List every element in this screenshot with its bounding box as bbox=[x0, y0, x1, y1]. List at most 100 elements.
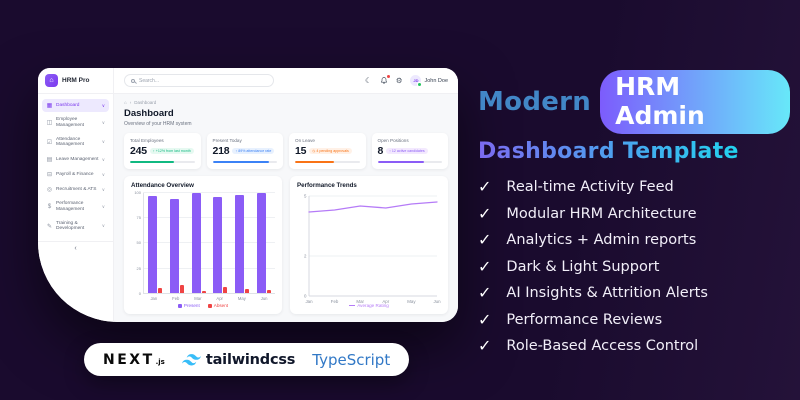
tailwind-label: tailwindcss bbox=[205, 351, 296, 368]
search-box[interactable] bbox=[124, 74, 274, 87]
sidebar-item-label: Payroll & Finance bbox=[56, 171, 94, 177]
tailwind-icon bbox=[181, 353, 201, 365]
sidebar-item-training-development[interactable]: ✎ Training & Development ∨ bbox=[42, 218, 109, 236]
stat-value: 15 bbox=[295, 144, 307, 157]
charts-row: Attendance Overview 0 25 50 75 100 Jan Feb Mar… bbox=[124, 175, 448, 314]
dollar-icon: $ bbox=[47, 203, 52, 210]
wallet-icon: ⊟ bbox=[46, 172, 53, 178]
nextjs-logo: NEXT .js bbox=[103, 352, 165, 368]
chart-title: Attendance Overview bbox=[131, 181, 194, 189]
check-icon: ✓ bbox=[478, 336, 492, 355]
page-subtitle: Overview of your HRM system bbox=[124, 120, 192, 127]
sidebar-item-label: Dashboard bbox=[56, 102, 80, 108]
sidebar-item-label: Training & Development bbox=[56, 220, 85, 232]
feature-item: ✓ Role-Based Access Control bbox=[478, 336, 790, 355]
feature-label: Role-Based Access Control bbox=[506, 338, 699, 354]
stat-progress bbox=[377, 160, 442, 163]
building-icon: ⌂ bbox=[45, 74, 58, 87]
feature-item: ✓ AI Insights & Attrition Alerts bbox=[478, 285, 790, 302]
stat-card-open-positions: Open Positions 8 ↑ 12 active candidates bbox=[371, 132, 448, 169]
feature-label: Dark & Light Support bbox=[506, 258, 660, 275]
attendance-xaxis: Jan Feb Mar Apr May Jun bbox=[150, 295, 268, 301]
breadcrumb-separator: › bbox=[129, 100, 132, 105]
chevron-down-icon: ∨ bbox=[101, 223, 105, 229]
sidebar-item-employee-management[interactable]: ◫ Employee Management ∨ bbox=[42, 114, 109, 132]
stat-badge: ↑ 12 active candidates bbox=[386, 147, 428, 154]
sidebar-collapse-button[interactable]: ‹ bbox=[38, 241, 113, 254]
feature-label: Modular HRM Architecture bbox=[506, 205, 697, 222]
sidebar-item-attendance-management[interactable]: ☑ Attendance Management ∨ bbox=[42, 134, 109, 152]
attendance-plot: 0 25 50 75 100 bbox=[134, 190, 275, 296]
chevron-down-icon: ∨ bbox=[101, 119, 105, 125]
chevron-left-icon: ‹ bbox=[74, 244, 77, 252]
feature-list: ✓ Real-time Activity Feed ✓ Modular HRM … bbox=[478, 177, 790, 355]
search-icon bbox=[131, 78, 135, 83]
nextjs-label: NEXT bbox=[103, 351, 155, 368]
stat-card-on-leave: On Leave 15 ◷ 4 pending approvals bbox=[289, 132, 366, 169]
svg-text:Jan: Jan bbox=[305, 299, 313, 304]
sidebar-item-dashboard[interactable]: ▦ Dashboard ∨ bbox=[42, 99, 109, 112]
sidebar-item-recruitment-ats[interactable]: ◎ Recruitment & ATS ∨ bbox=[42, 183, 109, 196]
check-icon: ✓ bbox=[478, 203, 492, 223]
sidebar-item-payroll-finance[interactable]: ⊟ Payroll & Finance ∨ bbox=[42, 168, 109, 181]
tailwind-logo: tailwindcss bbox=[181, 351, 296, 368]
svg-text:Jun: Jun bbox=[433, 299, 441, 304]
sidebar-item-label: Leave Management bbox=[56, 156, 99, 162]
home-icon[interactable]: ⌂ bbox=[124, 100, 127, 105]
svg-text:2: 2 bbox=[304, 253, 307, 258]
svg-text:Apr: Apr bbox=[382, 299, 389, 304]
feature-item: ✓ Performance Reviews bbox=[478, 309, 790, 329]
sidebar-item-label: Attendance Management bbox=[56, 136, 84, 148]
notification-badge bbox=[386, 74, 390, 78]
sidebar-item-leave-management[interactable]: ▤ Leave Management ∨ bbox=[42, 153, 109, 166]
feature-item: ✓ Modular HRM Architecture bbox=[478, 203, 790, 223]
graduation-cap-icon: ✎ bbox=[46, 223, 53, 230]
user-menu[interactable]: JD John Doe bbox=[410, 75, 448, 87]
chevron-down-icon: ∨ bbox=[101, 186, 105, 192]
promo-copy: Modern HRM Admin Dashboard Template ✓ Re… bbox=[478, 70, 790, 354]
stat-badge: ◷ 4 pending approvals bbox=[309, 147, 352, 154]
sidebar-item-label: Recruitment & ATS bbox=[56, 186, 97, 192]
moon-icon[interactable]: ☾ bbox=[364, 75, 372, 85]
feature-label: Performance Reviews bbox=[506, 311, 663, 328]
chevron-down-icon: ∨ bbox=[101, 139, 105, 145]
nextjs-suffix: .js bbox=[155, 357, 165, 366]
feature-label: AI Insights & Attrition Alerts bbox=[506, 285, 708, 301]
svg-text:5: 5 bbox=[304, 193, 307, 198]
chart-title: Performance Trends bbox=[297, 181, 357, 189]
user-name: John Doe bbox=[424, 77, 448, 84]
promo-title-lead: Modern bbox=[478, 87, 592, 117]
target-icon: ◎ bbox=[46, 187, 53, 193]
stat-label: Open Positions bbox=[377, 137, 409, 143]
stat-card-total-employees: Total Employees 245 ↑ +12% from last mon… bbox=[124, 132, 201, 169]
svg-text:Feb: Feb bbox=[331, 299, 339, 304]
stat-badge: ↑ +12% from last month bbox=[149, 147, 194, 154]
performance-legend: Average Rating bbox=[297, 303, 441, 308]
stat-card-present-today: Present Today 218 ↑ 89% attendance rate bbox=[206, 132, 283, 169]
dashboard-content: ⌂ › Dashboard Dashboard Overview of your… bbox=[114, 94, 458, 322]
brand-name: HRM Pro bbox=[62, 77, 90, 84]
stat-cards: Total Employees 245 ↑ +12% from last mon… bbox=[124, 132, 448, 169]
topbar-actions: ☾ ⚙ JD John Doe bbox=[364, 74, 448, 87]
svg-text:May: May bbox=[407, 299, 416, 304]
check-icon: ✓ bbox=[478, 256, 492, 276]
app-logo: ⌂ HRM Pro bbox=[38, 68, 113, 94]
stat-progress bbox=[130, 160, 195, 163]
calendar-icon: ▤ bbox=[46, 157, 53, 163]
chevron-down-icon: ∨ bbox=[101, 171, 105, 177]
notifications-button[interactable] bbox=[380, 74, 390, 85]
check-icon: ✓ bbox=[478, 309, 492, 329]
feature-item: ✓ Real-time Activity Feed bbox=[478, 177, 790, 196]
sidebar-item-performance-management[interactable]: $ Performance Management ∨ bbox=[42, 198, 109, 216]
sidebar: ⌂ HRM Pro ▦ Dashboard ∨ ◫ Employee Manag… bbox=[38, 68, 114, 322]
stat-label: Total Employees bbox=[130, 137, 164, 143]
gear-icon[interactable]: ⚙ bbox=[395, 75, 403, 85]
search-input[interactable] bbox=[139, 77, 267, 84]
check-icon: ✓ bbox=[478, 177, 492, 196]
stat-badge: ↑ 89% attendance rate bbox=[232, 147, 275, 154]
feature-item: ✓ Analytics + Admin reports bbox=[478, 232, 790, 249]
performance-trends-chart: Performance Trends 0 2 5 Jan Feb Mar Apr May Jun… bbox=[290, 175, 448, 314]
feature-label: Real-time Activity Feed bbox=[506, 179, 674, 195]
feature-item: ✓ Dark & Light Support bbox=[478, 256, 790, 276]
